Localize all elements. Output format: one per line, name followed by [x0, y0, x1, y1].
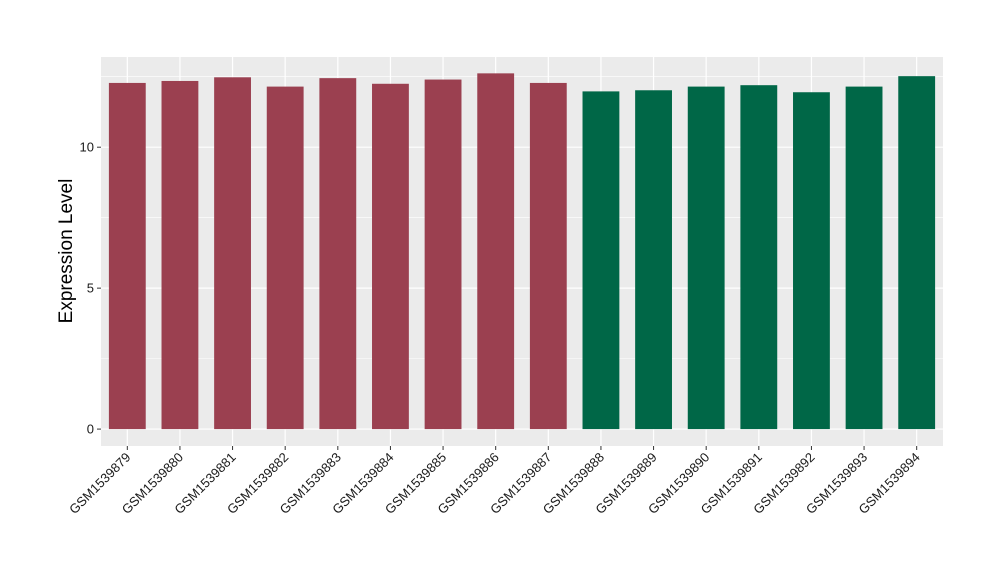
bar-GSM1539891 — [740, 85, 778, 430]
bar-GSM1539893 — [845, 86, 883, 430]
y-axis: 0 5 10 — [80, 140, 101, 437]
bar-GSM1539887 — [529, 82, 567, 430]
y-axis-title: Expression Level — [56, 179, 77, 324]
bar-GSM1539885 — [424, 79, 462, 430]
bar-GSM1539882 — [266, 86, 304, 430]
bar-GSM1539880 — [161, 80, 199, 430]
bar-GSM1539889 — [635, 90, 672, 430]
bar-GSM1539884 — [372, 83, 409, 430]
bar-GSM1539888 — [582, 91, 620, 430]
y-tick-label: 10 — [80, 140, 94, 155]
bars — [108, 73, 936, 430]
bar-GSM1539890 — [687, 86, 725, 430]
bar-GSM1539886 — [477, 73, 515, 430]
bar-GSM1539881 — [214, 77, 251, 430]
y-tick-label: 0 — [87, 422, 94, 437]
bar-GSM1539879 — [108, 82, 146, 430]
y-tick-label: 5 — [87, 281, 94, 296]
x-axis: GSM1539879GSM1539880GSM1539881GSM1539882… — [66, 446, 923, 517]
bar-GSM1539883 — [319, 78, 357, 430]
bar-GSM1539894 — [898, 76, 936, 430]
bar-GSM1539892 — [793, 92, 830, 430]
